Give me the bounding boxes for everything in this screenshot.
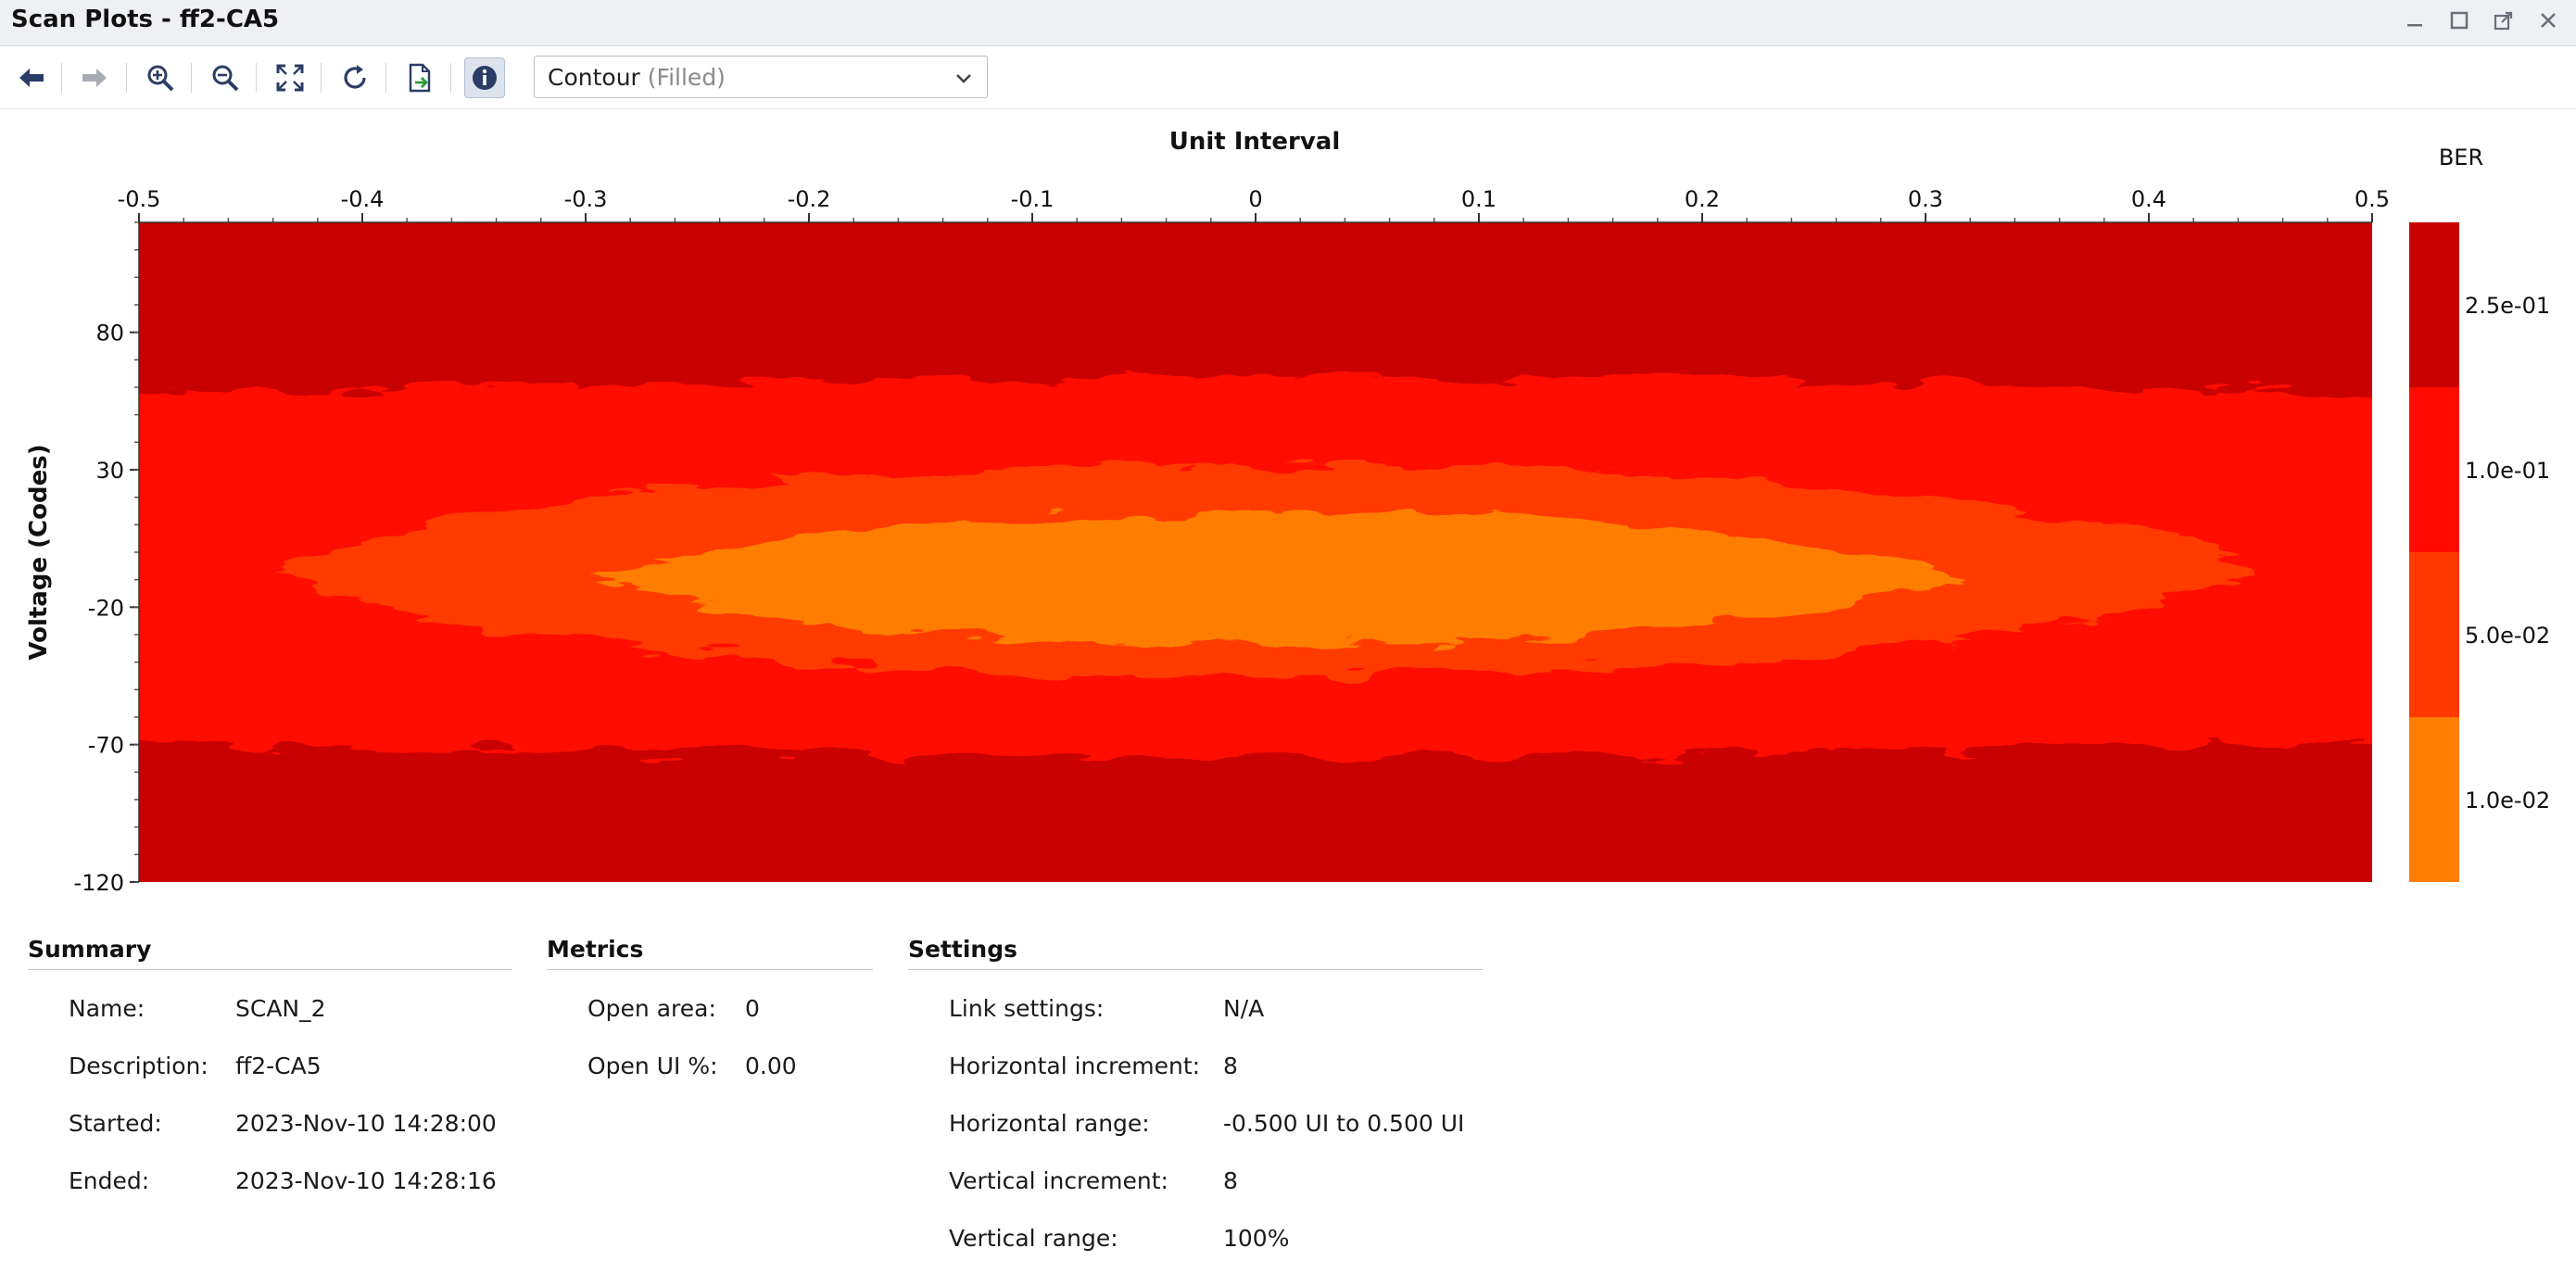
export-icon	[409, 63, 431, 93]
settings-label: Vertical increment:	[949, 1167, 1168, 1194]
colorbar-label: 1.0e-01	[2465, 458, 2550, 484]
settings-value: -0.500 UI to 0.500 UI	[1223, 1110, 1465, 1137]
settings-title: Settings	[908, 936, 1018, 963]
x-tick-label: 0.4	[2131, 186, 2166, 212]
colorbar-label: 5.0e-02	[2465, 623, 2550, 649]
x-tick-label: -0.4	[341, 186, 385, 212]
x-tick-label: -0.1	[1011, 186, 1054, 212]
summary-label: Ended:	[69, 1167, 150, 1194]
window-titlebar: Scan Plots - ff2-CA5	[0, 0, 2576, 46]
plot-axes: -0.5 -0.4 -0.3 -0.2 -0.1 0 0.1 0.2 0.3 0.4 0.5 80 30…	[74, 186, 2391, 896]
x-axis-title: Unit Interval	[1169, 128, 1341, 156]
back-button[interactable]	[11, 57, 52, 98]
window-title: Scan Plots - ff2-CA5	[11, 6, 280, 33]
minimize-icon[interactable]	[2402, 7, 2428, 33]
zoom-in-button[interactable]	[140, 57, 181, 98]
metrics-label: Open area:	[587, 995, 716, 1022]
colorbar-label: 1.0e-02	[2465, 788, 2550, 813]
plot-type-sub: (Filled)	[647, 64, 726, 91]
settings-label: Link settings:	[949, 995, 1105, 1022]
zoom-out-button[interactable]	[205, 57, 246, 98]
summary-value: 2023-Nov-10 14:28:00	[235, 1110, 497, 1137]
y-tick-label: -20	[88, 595, 124, 621]
colorbar-swatch	[2409, 222, 2459, 387]
eye-scan-plot: Unit Interval Voltage (Codes) -0.5 -0.4 -0…	[25, 128, 2550, 896]
summary-value: 2023-Nov-10 14:28:16	[235, 1167, 497, 1194]
y-tick-label: -120	[74, 870, 124, 896]
summary-value: SCAN_2	[235, 995, 326, 1022]
colorbar-title: BER	[2439, 145, 2483, 170]
summary-value: ff2-CA5	[235, 1053, 322, 1079]
x-tick-label: 0.2	[1685, 186, 1720, 212]
settings-label: Vertical range:	[949, 1225, 1118, 1252]
settings-label: Horizontal increment:	[949, 1053, 1201, 1079]
metrics-value: 0.00	[745, 1053, 797, 1079]
plot-type-value: Contour	[548, 64, 640, 91]
fit-to-window-icon	[276, 64, 304, 92]
zoom-in-icon	[147, 65, 174, 92]
ber-colorbar: BER 2.5e-01 1.0e-01 5.0e-02 1.0e-02	[2409, 145, 2550, 882]
x-tick-label: 0	[1248, 186, 1262, 212]
contour-regions	[139, 222, 2372, 882]
metrics-label: Open UI %:	[587, 1053, 718, 1079]
colorbar-swatch	[2409, 552, 2459, 717]
settings-label: Horizontal range:	[949, 1110, 1150, 1137]
zoom-out-icon	[212, 65, 239, 92]
colorbar-swatch	[2409, 387, 2459, 552]
contour-region-3	[586, 511, 1971, 646]
info-button[interactable]	[464, 57, 505, 98]
summary-title: Summary	[28, 936, 152, 963]
x-tick-label: 0.5	[2355, 186, 2390, 212]
colorbar-label: 2.5e-01	[2465, 293, 2550, 319]
plot-type-select[interactable]: Contour (Filled)	[534, 56, 988, 98]
settings-value: 8	[1223, 1167, 1238, 1194]
y-tick-label: -70	[88, 733, 124, 759]
x-tick-label: 0.3	[1908, 186, 1943, 212]
summary-label: Name:	[69, 995, 145, 1022]
settings-value: N/A	[1223, 995, 1265, 1022]
summary-label: Started:	[69, 1110, 162, 1137]
y-tick-label: 30	[95, 458, 124, 484]
x-tick-label: -0.3	[564, 186, 608, 212]
colorbar-swatch	[2409, 717, 2459, 882]
refresh-icon	[344, 65, 366, 89]
float-window-icon[interactable]	[2491, 7, 2517, 33]
toolbar: Contour (Filled)	[0, 46, 2576, 109]
close-icon[interactable]	[2535, 7, 2561, 33]
metrics-title: Metrics	[547, 936, 644, 963]
x-tick-label: 0.1	[1461, 186, 1496, 212]
x-tick-label: -0.5	[118, 186, 161, 212]
window-controls	[2402, 7, 2561, 33]
arrow-left-icon	[19, 69, 44, 87]
fit-button[interactable]	[270, 57, 310, 98]
y-tick-label: 80	[95, 321, 124, 347]
settings-value: 100%	[1223, 1225, 1290, 1252]
maximize-icon[interactable]	[2446, 7, 2472, 33]
metrics-value: 0	[745, 995, 760, 1022]
forward-button[interactable]	[74, 57, 115, 98]
export-button[interactable]	[399, 57, 440, 98]
chevron-down-icon	[956, 74, 971, 83]
arrow-right-icon	[82, 69, 107, 87]
summary-label: Description:	[69, 1053, 208, 1079]
info-icon	[473, 66, 497, 90]
settings-value: 8	[1223, 1053, 1238, 1079]
refresh-button[interactable]	[335, 57, 375, 98]
x-tick-label: -0.2	[788, 186, 831, 212]
y-axis-title: Voltage (Codes)	[25, 444, 53, 660]
